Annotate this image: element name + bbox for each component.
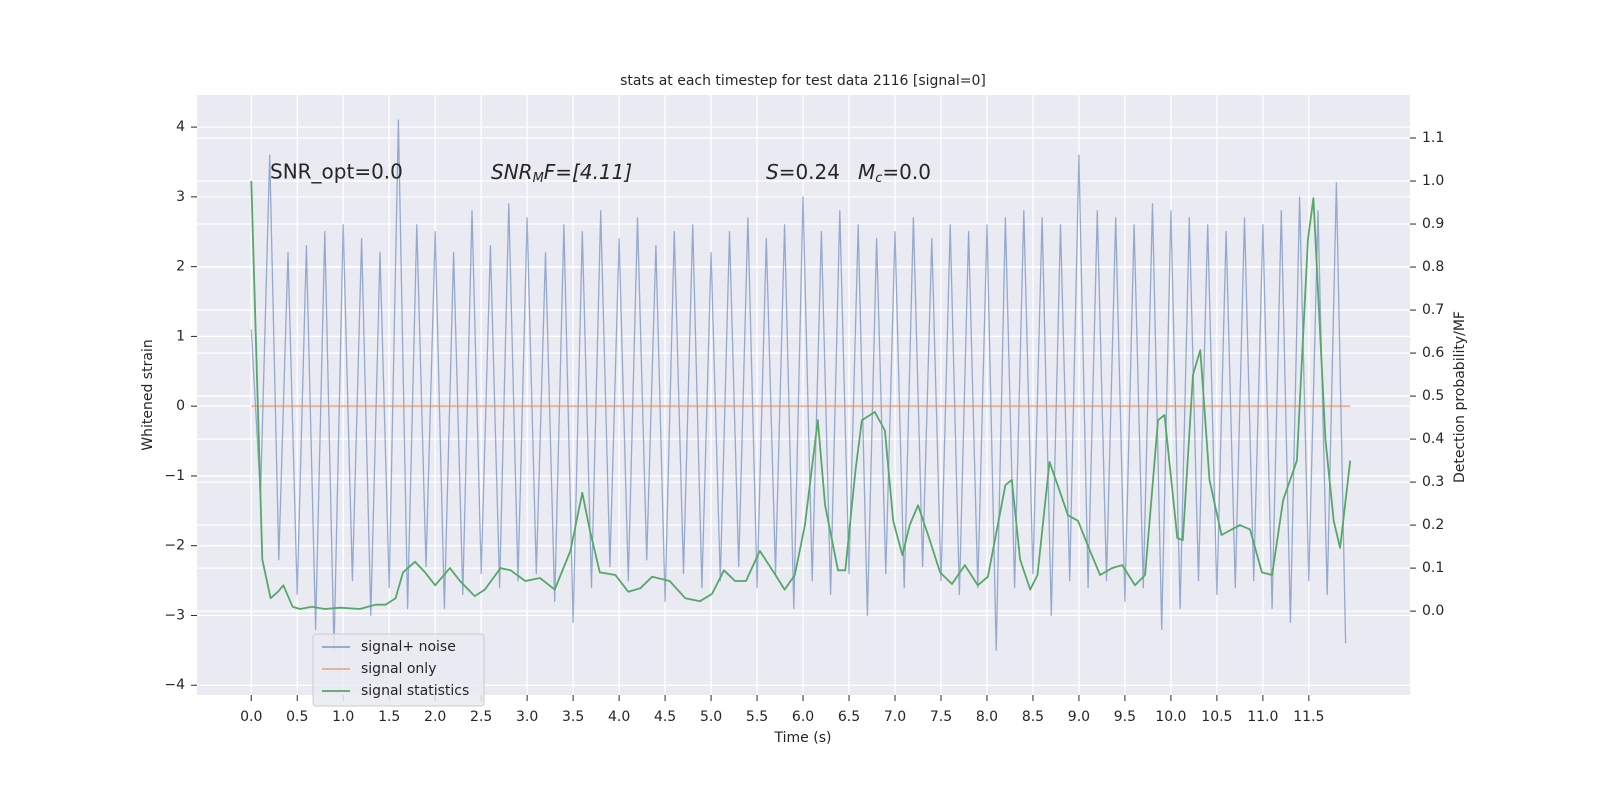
x-tick-label: 11.5 <box>1293 709 1324 725</box>
y-tick-label: −3 <box>164 607 185 623</box>
x-tick-label: 10.0 <box>1155 709 1186 725</box>
y-axis-label: Whitened strain <box>140 339 156 450</box>
y-tick-label: −2 <box>164 538 185 554</box>
annotation-part: M <box>533 171 544 186</box>
y2-tick-label: 0.0 <box>1422 603 1444 619</box>
series-line <box>250 119 1347 651</box>
y2-tick-label: 1.1 <box>1422 130 1444 146</box>
series-line <box>250 180 1352 610</box>
y2-tick-label: 1.0 <box>1422 173 1444 189</box>
y-tick-label: 3 <box>176 189 185 205</box>
x-tick-label: 0.0 <box>240 709 262 725</box>
x-tick-label: 8.5 <box>1022 709 1044 725</box>
x-tick-label: 4.0 <box>608 709 630 725</box>
annotation-part: F=[4.11] <box>544 160 632 184</box>
annotation: S=0.24 <box>766 160 840 184</box>
x-tick-label: 1.0 <box>332 709 354 725</box>
marks <box>250 119 1352 651</box>
annotation: SNR_opt=0.0 <box>270 160 403 184</box>
y2-tick-label: 0.2 <box>1422 517 1444 533</box>
annotation-part: M <box>858 160 875 184</box>
legend-label: signal statistics <box>361 683 469 699</box>
annotation-part: =0.24 <box>779 160 840 184</box>
x-tick-label: 6.5 <box>838 709 860 725</box>
x-tick-label: 5.5 <box>746 709 768 725</box>
annotation-part: S <box>766 160 779 184</box>
x-tick-label: 4.5 <box>654 709 676 725</box>
y2-tick-label: 0.1 <box>1422 560 1444 576</box>
legend: signal+ noise signal only signal statistic… <box>312 633 485 707</box>
y2-tick-label: 0.7 <box>1422 302 1444 318</box>
x-tick-label: 0.5 <box>286 709 308 725</box>
y-tick-label: 1 <box>176 328 185 344</box>
annotation: SNRMF=[4.11] <box>491 160 632 186</box>
x-tick-label: 3.5 <box>562 709 584 725</box>
legend-label: signal only <box>361 661 436 677</box>
x-tick-label: 9.0 <box>1068 709 1090 725</box>
x-tick-label: 7.5 <box>930 709 952 725</box>
x-tick-label: 6.0 <box>792 709 814 725</box>
y-tick-label: −4 <box>164 677 185 693</box>
x-tick-label: 8.0 <box>976 709 998 725</box>
legend-label: signal+ noise <box>361 639 456 655</box>
x-tick-label: 2.5 <box>470 709 492 725</box>
y2-tick-label: 0.5 <box>1422 388 1444 404</box>
y2-axis-label: Detection probability/MF <box>1452 311 1468 483</box>
x-tick-label: 9.5 <box>1114 709 1136 725</box>
annotation-part: SNR <box>491 160 533 184</box>
x-tick-label: 3.0 <box>516 709 538 725</box>
x-tick-label: 1.5 <box>378 709 400 725</box>
y-tick-label: 4 <box>176 119 185 135</box>
x-tick-label: 5.0 <box>700 709 722 725</box>
x-tick-label: 11.0 <box>1247 709 1278 725</box>
ticks: 0.0 0.5 1.0 1.5 2.0 2.5 3.0 3.5 4.0 4.5 5.0 5.5 6.0 6… <box>164 119 1444 725</box>
annotation-part: =0.0 <box>882 160 931 184</box>
y2-tick-label: 0.9 <box>1422 216 1444 232</box>
y2-tick-label: 0.6 <box>1422 345 1444 361</box>
chart-title: stats at each timestep for test data 211… <box>620 73 986 89</box>
x-axis-label: Time (s) <box>774 730 832 746</box>
x-tick-label: 2.0 <box>424 709 446 725</box>
annotation-part: c <box>875 171 882 186</box>
y-tick-label: 0 <box>176 398 185 414</box>
y-tick-label: 2 <box>176 259 185 275</box>
legend-box <box>312 633 485 707</box>
annotation: Mc=0.0 <box>858 160 931 186</box>
x-tick-label: 10.5 <box>1201 709 1232 725</box>
y2-tick-label: 0.8 <box>1422 259 1444 275</box>
y-tick-label: −1 <box>164 468 185 484</box>
y2-tick-label: 0.4 <box>1422 431 1444 447</box>
y2-tick-label: 0.3 <box>1422 474 1444 490</box>
x-tick-label: 7.0 <box>884 709 906 725</box>
